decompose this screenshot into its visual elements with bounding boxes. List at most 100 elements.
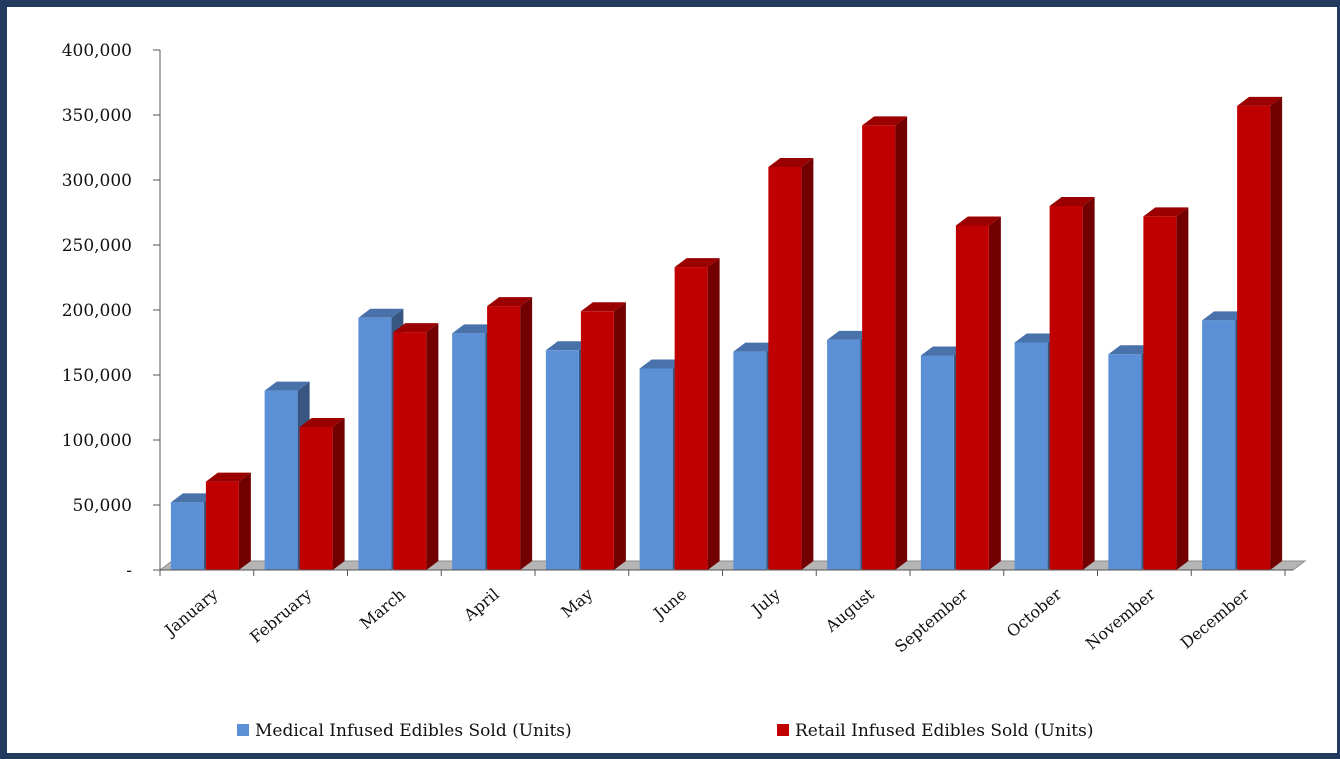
bar-front-face (1143, 216, 1177, 570)
bar-top-face (358, 308, 404, 318)
x-tick-label: October (1003, 584, 1066, 641)
x-tick-label: August (821, 584, 878, 636)
bar-retail-june (674, 258, 720, 570)
x-tick-label: February (246, 585, 315, 647)
bar-front-face (733, 351, 767, 570)
legend-label: Medical Infused Edibles Sold (Units) (255, 721, 572, 741)
bar-side-face (801, 158, 814, 570)
bar-side-face (238, 472, 251, 570)
y-tick-label: 350,000 (62, 106, 132, 126)
y-axis: - 50,000 100,000 150,000 200,000 250,000 300,0… (62, 41, 161, 581)
bar-retail-february (299, 418, 345, 570)
bar-front-face (768, 167, 802, 570)
x-tick-label: November (1082, 584, 1159, 653)
bar-top-face (264, 381, 310, 391)
bar-top-face (393, 323, 439, 333)
bar-top-face (674, 258, 720, 268)
bar-front-face (487, 306, 521, 570)
bar-front-face (1014, 342, 1048, 570)
bar-top-face (452, 324, 498, 334)
bar-front-face (1108, 354, 1142, 570)
bar-top-face (955, 216, 1001, 226)
bar-top-face (545, 341, 591, 351)
legend-item-medical: Medical Infused Edibles Sold (Units) (237, 721, 572, 741)
bar-front-face (358, 317, 392, 570)
bar-top-face (827, 330, 873, 340)
y-tick-label: 50,000 (73, 496, 132, 516)
bar-retail-november (1143, 207, 1189, 570)
legend-item-retail: Retail Infused Edibles Sold (Units) (777, 721, 1093, 741)
y-tick-label: 200,000 (62, 301, 132, 321)
bars-layer (170, 96, 1283, 571)
bar-top-face (205, 472, 251, 482)
y-tick-label: 100,000 (62, 431, 132, 451)
bar-front-face (639, 368, 673, 570)
bar-retail-august (862, 116, 908, 571)
bar-side-face (1270, 96, 1283, 571)
bar-top-face (733, 342, 779, 352)
bar-front-face (205, 481, 239, 570)
legend: Medical Infused Edibles Sold (Units) Reta… (237, 721, 1093, 741)
bar-front-face (299, 427, 333, 570)
bar-front-face (674, 267, 708, 570)
bar-front-face (920, 355, 954, 570)
x-axis: January February March April May June July Augu… (159, 569, 1293, 656)
bar-side-face (1176, 207, 1189, 570)
bar-retail-march (393, 323, 439, 570)
x-tick-label: May (557, 585, 596, 622)
bar-front-face (955, 225, 989, 570)
y-tick-label: 150,000 (62, 366, 132, 386)
bar-top-face (1014, 333, 1060, 343)
bar-top-face (1202, 311, 1248, 321)
legend-swatch (237, 724, 249, 736)
bar-top-face (1108, 345, 1154, 355)
bar-side-face (613, 302, 626, 570)
bar-side-face (332, 418, 345, 570)
bar-side-face (426, 323, 439, 570)
x-tick-label: March (356, 585, 409, 634)
bar-top-face (920, 346, 966, 356)
bar-retail-december (1237, 96, 1283, 571)
bar-side-face (707, 258, 720, 570)
bar-retail-july (768, 158, 814, 570)
bar-side-face (1082, 197, 1095, 570)
x-tick-label: April (459, 585, 502, 626)
bar-top-face (299, 418, 345, 427)
y-tick-label: 300,000 (62, 171, 132, 191)
bar-front-face (170, 502, 204, 570)
bar-front-face (1237, 105, 1271, 571)
bar-top-face (1143, 207, 1189, 217)
legend-swatch (777, 724, 789, 736)
bar-front-face (264, 390, 298, 570)
y-tick-label: 250,000 (62, 236, 132, 256)
bar-retail-may (580, 302, 626, 570)
bar-front-face (1049, 206, 1083, 570)
bar-side-face (988, 216, 1001, 570)
x-tick-label: June (648, 585, 690, 624)
bar-top-face (1049, 197, 1095, 206)
bar-side-face (895, 116, 908, 571)
bar-top-face (862, 116, 908, 126)
x-tick-label: January (160, 585, 222, 641)
bar-retail-september (955, 216, 1001, 570)
bar-front-face (452, 333, 486, 570)
bar-front-face (393, 332, 427, 570)
bar-top-face (170, 493, 216, 503)
bar-retail-january (205, 472, 251, 570)
x-tick-label: September (891, 584, 972, 656)
x-tick-label: July (747, 585, 784, 621)
bar-front-face (862, 125, 896, 571)
bar-front-face (580, 311, 614, 570)
bar-front-face (827, 339, 861, 570)
y-tick-label: - (126, 561, 132, 581)
legend-label: Retail Infused Edibles Sold (Units) (795, 721, 1093, 741)
bar-side-face (520, 297, 533, 570)
bar-retail-april (487, 297, 533, 570)
bar-top-face (580, 302, 626, 312)
bar-front-face (545, 350, 579, 570)
bar-top-face (768, 158, 814, 167)
bar-front-face (1202, 320, 1236, 570)
bar-top-face (487, 297, 533, 307)
bar-top-face (639, 359, 685, 369)
